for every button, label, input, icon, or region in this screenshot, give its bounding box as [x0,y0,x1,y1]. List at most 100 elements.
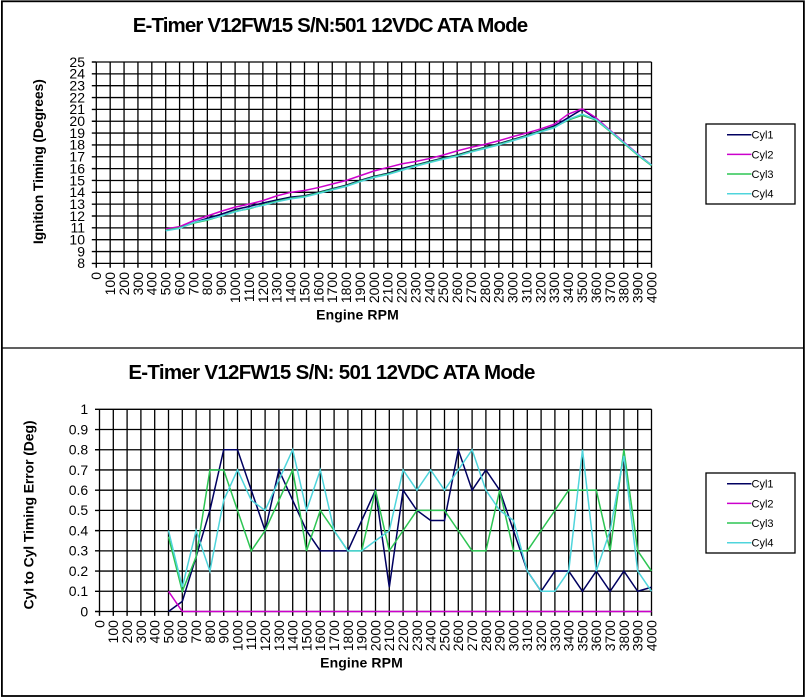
svg-text:11: 11 [70,220,85,236]
svg-text:2700: 2700 [464,620,480,651]
svg-text:3600: 3600 [588,272,604,303]
svg-text:E-Timer V12FW15 S/N: 501 12VDC: E-Timer V12FW15 S/N: 501 12VDC ATA Mode [128,361,535,384]
svg-text:14: 14 [69,184,85,200]
svg-text:1500: 1500 [296,272,312,303]
svg-text:300: 300 [130,272,146,296]
svg-text:1500: 1500 [298,620,314,651]
svg-text:8: 8 [77,255,85,271]
svg-text:0.5: 0.5 [69,502,89,518]
svg-text:1400: 1400 [283,272,299,303]
svg-text:800: 800 [202,620,218,644]
svg-text:2300: 2300 [409,620,425,651]
svg-text:20: 20 [69,113,85,129]
svg-text:200: 200 [116,272,132,296]
svg-text:500: 500 [158,272,174,296]
svg-text:Cyl2: Cyl2 [752,498,774,510]
svg-text:4000: 4000 [643,272,659,303]
svg-text:1400: 1400 [285,620,301,651]
svg-text:2900: 2900 [491,272,507,303]
svg-text:500: 500 [160,620,176,644]
svg-text:3100: 3100 [518,272,534,303]
svg-text:1200: 1200 [257,620,273,651]
svg-text:2000: 2000 [366,272,382,303]
svg-text:2500: 2500 [435,272,451,303]
svg-text:3800: 3800 [616,620,632,651]
svg-text:1100: 1100 [241,272,257,302]
svg-text:12: 12 [69,208,85,224]
svg-text:2300: 2300 [407,272,423,303]
svg-text:2700: 2700 [463,272,479,303]
svg-text:400: 400 [144,272,160,296]
svg-text:23: 23 [69,77,85,93]
svg-text:1600: 1600 [312,620,328,651]
svg-text:3200: 3200 [532,272,548,303]
svg-text:18: 18 [69,137,85,153]
svg-text:3600: 3600 [588,620,604,651]
svg-text:2100: 2100 [380,272,396,303]
svg-text:1600: 1600 [310,272,326,303]
svg-text:19: 19 [69,125,85,141]
svg-text:3100: 3100 [519,620,535,651]
svg-text:100: 100 [105,620,121,644]
svg-text:2200: 2200 [394,272,410,303]
svg-text:Cyl1: Cyl1 [752,130,774,142]
svg-text:3200: 3200 [533,620,549,651]
svg-text:1000: 1000 [229,620,245,651]
svg-text:1200: 1200 [255,272,271,303]
svg-text:0.1: 0.1 [69,583,89,599]
svg-text:Cyl3: Cyl3 [752,169,774,181]
svg-text:200: 200 [119,620,135,644]
svg-text:1800: 1800 [340,620,356,651]
svg-text:2600: 2600 [449,272,465,303]
svg-text:2900: 2900 [492,620,508,651]
svg-text:16: 16 [69,160,85,176]
svg-text:3400: 3400 [561,620,577,651]
svg-text:Cyl4: Cyl4 [752,189,774,201]
svg-text:100: 100 [102,272,118,296]
svg-text:Cyl1: Cyl1 [752,479,774,491]
svg-text:Cyl2: Cyl2 [752,149,774,161]
svg-text:900: 900 [216,620,232,644]
svg-text:2800: 2800 [478,620,494,651]
svg-text:0.6: 0.6 [69,482,89,498]
svg-text:600: 600 [174,620,190,644]
svg-text:Cyl3: Cyl3 [752,518,774,530]
svg-text:3900: 3900 [630,620,646,651]
svg-text:1300: 1300 [271,620,287,651]
svg-text:24: 24 [69,66,85,82]
svg-text:0.9: 0.9 [69,421,89,437]
svg-text:2400: 2400 [421,272,437,303]
svg-text:0.7: 0.7 [69,462,89,478]
svg-text:Engine RPM: Engine RPM [320,655,403,671]
svg-text:1900: 1900 [354,620,370,651]
svg-text:17: 17 [69,149,85,165]
svg-text:Engine RPM: Engine RPM [316,307,399,323]
svg-text:2400: 2400 [423,620,439,651]
svg-text:0: 0 [88,272,104,280]
svg-text:0.3: 0.3 [69,543,89,559]
svg-text:2800: 2800 [477,272,493,303]
svg-text:3300: 3300 [547,620,563,651]
svg-text:300: 300 [133,620,149,644]
svg-text:3500: 3500 [574,620,590,651]
svg-text:9: 9 [77,243,85,259]
svg-text:21: 21 [69,101,85,117]
svg-text:10: 10 [69,232,85,248]
svg-text:400: 400 [147,620,163,644]
svg-text:13: 13 [69,196,85,212]
svg-text:3500: 3500 [574,272,590,303]
svg-text:0: 0 [80,603,88,619]
svg-text:1100: 1100 [243,620,259,650]
svg-text:900: 900 [213,272,229,296]
svg-text:1700: 1700 [324,272,340,303]
svg-text:2600: 2600 [450,620,466,651]
svg-text:0.4: 0.4 [69,522,89,538]
svg-text:1300: 1300 [269,272,285,303]
svg-text:2100: 2100 [381,620,397,651]
svg-text:1700: 1700 [326,620,342,651]
svg-text:Cyl to Cyl Timing Error (Deg): Cyl to Cyl Timing Error (Deg) [20,421,36,610]
svg-text:4000: 4000 [643,620,659,651]
svg-text:15: 15 [69,172,85,188]
svg-text:700: 700 [185,272,201,296]
svg-text:0.2: 0.2 [69,563,89,579]
